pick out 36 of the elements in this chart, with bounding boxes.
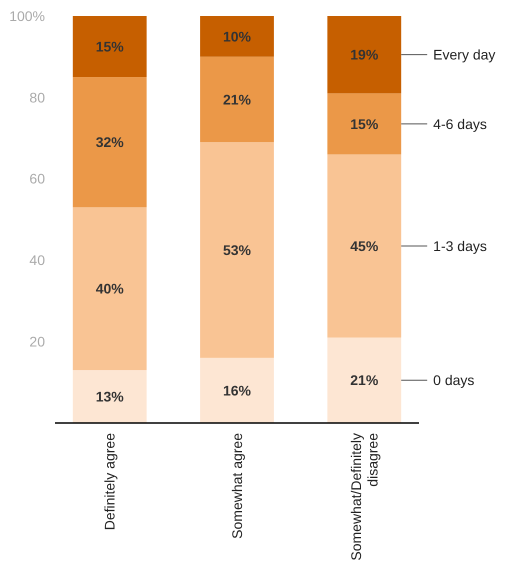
y-tick-label: 100% xyxy=(9,8,45,24)
data-label: 19% xyxy=(350,46,379,63)
bar xyxy=(72,16,147,78)
data-label: 53% xyxy=(222,242,252,258)
bar xyxy=(72,370,147,423)
text: Every day xyxy=(433,46,496,63)
y-tick-label: 20 xyxy=(29,334,46,350)
data-label: 13% xyxy=(96,388,124,404)
text: 4-6 days xyxy=(433,116,487,132)
bar xyxy=(327,93,402,154)
data-label: 10% xyxy=(222,28,252,44)
data-label: 45% xyxy=(350,238,379,254)
data-label: 21% xyxy=(222,91,252,108)
data-label: 16% xyxy=(222,382,252,398)
x-tick-label: Somewhat/Definitely disagree xyxy=(348,432,381,561)
data-label: 15% xyxy=(96,38,124,54)
bar xyxy=(72,207,147,370)
text: 0 days xyxy=(433,372,474,388)
data-label: 32% xyxy=(96,134,124,150)
bar xyxy=(200,142,274,358)
data-label: 21% xyxy=(350,372,379,388)
bar xyxy=(72,77,147,208)
y-tick-label: 80 xyxy=(29,89,46,106)
y-tick-label: 60 xyxy=(29,170,46,187)
y-tick-label: 40 xyxy=(29,252,46,268)
bar xyxy=(200,358,274,423)
bar xyxy=(327,16,402,94)
x-tick-label: Definitely agree xyxy=(102,432,118,530)
bar xyxy=(200,16,274,57)
data-label: 15% xyxy=(350,116,379,132)
bar xyxy=(327,154,402,338)
text: 1-3 days xyxy=(433,238,487,254)
x-tick-label: Somewhat agree xyxy=(228,432,245,539)
bar xyxy=(327,338,402,423)
data-label: 40% xyxy=(96,280,124,297)
bar xyxy=(200,56,274,142)
